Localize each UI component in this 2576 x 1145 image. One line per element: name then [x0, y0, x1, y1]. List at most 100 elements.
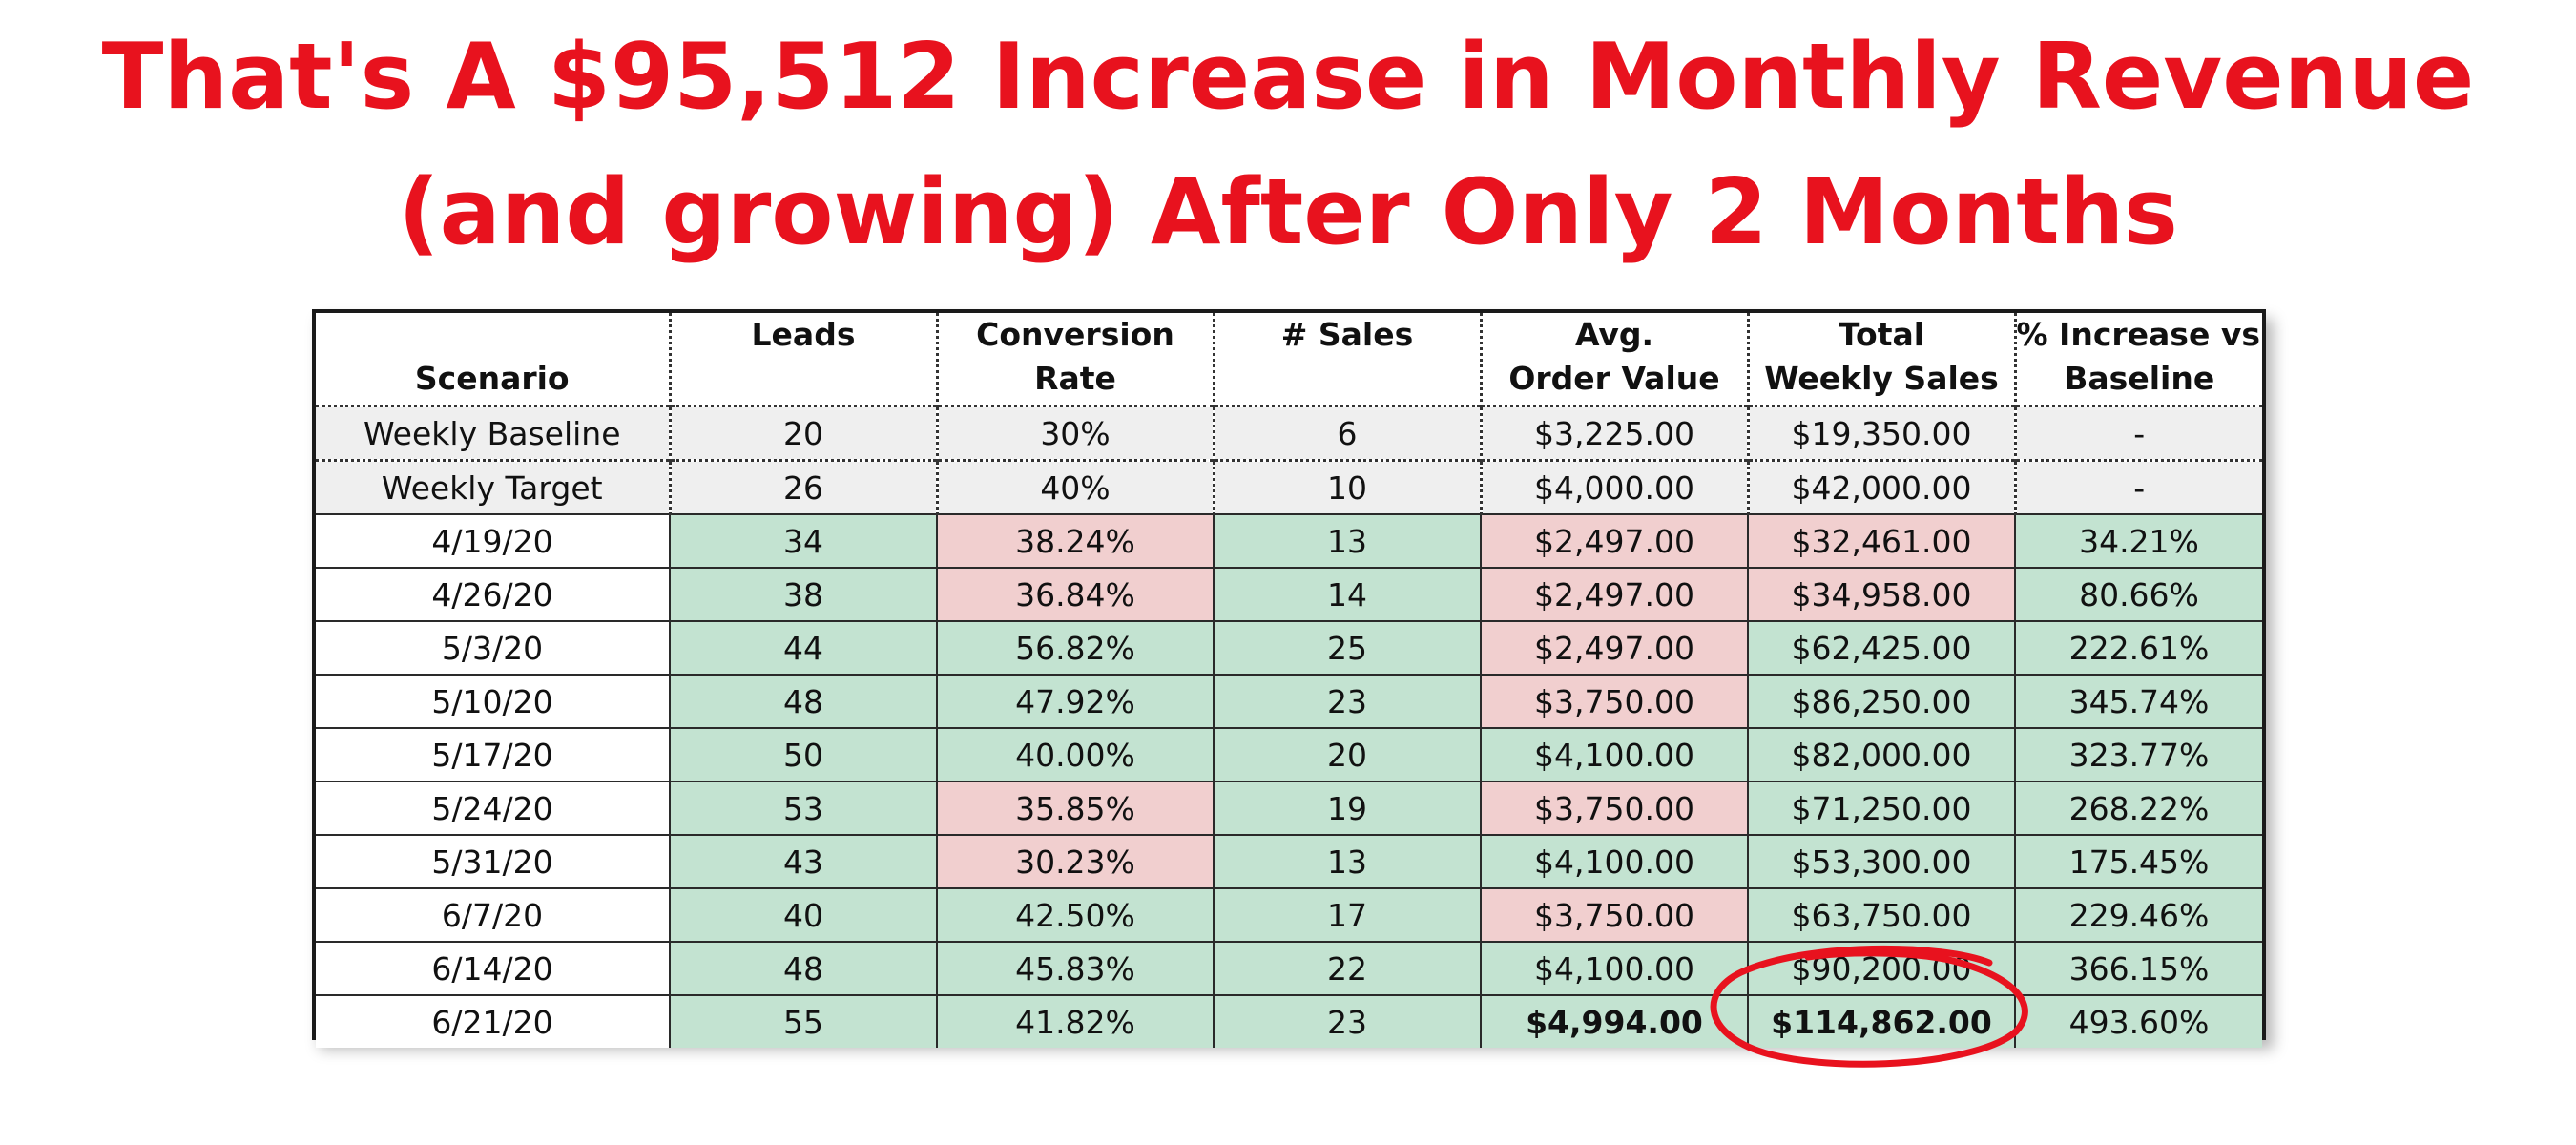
cell-sales: 25: [1213, 621, 1481, 675]
cell-total-weekly-sales: $71,250.00: [1747, 781, 2015, 835]
column-header-line-2: Baseline: [2064, 360, 2215, 397]
cell-leads: 20: [668, 406, 937, 461]
cell-scenario: 6/14/20: [316, 942, 670, 995]
cell-leads: 38: [669, 568, 937, 621]
cell-avg-order-value: $3,750.00: [1480, 675, 1748, 728]
cell-sales: 13: [1213, 835, 1481, 888]
column-header-line-1: Total: [1838, 316, 1925, 353]
cell-leads: 43: [669, 835, 937, 888]
table-body: Weekly Baseline 20 30% 6 $3,225.00 $19,350.00…: [316, 406, 2262, 1048]
table-row: 6/14/20 48 45.83% 22 $4,100.00 $90,200.00 366.…: [316, 942, 2262, 995]
cell-scenario: 5/3/20: [316, 621, 670, 675]
column-header-line-2: [673, 357, 936, 401]
column-header-line-2: Scenario: [414, 360, 570, 397]
cell-percent-increase: -: [2013, 406, 2262, 461]
cell-total-weekly-sales: $62,425.00: [1747, 621, 2015, 675]
cell-leads: 50: [669, 728, 937, 781]
cell-scenario: Weekly Target: [316, 460, 670, 514]
cell-avg-order-value: $3,750.00: [1480, 888, 1748, 942]
cell-scenario: 5/10/20: [316, 675, 670, 728]
cell-total-weekly-sales: $63,750.00: [1747, 888, 2015, 942]
cell-conversion-rate: 56.82%: [936, 621, 1214, 675]
cell-sales: 22: [1213, 942, 1481, 995]
column-header-line-1: % Increase vs.: [2016, 316, 2262, 353]
reference-row: Weekly Baseline 20 30% 6 $3,225.00 $19,350.00…: [316, 406, 2262, 461]
header-row: Scenario Leads Conversion Rate # Sales Avg. Or…: [316, 313, 2262, 406]
cell-avg-order-value: $3,225.00: [1479, 406, 1748, 461]
cell-total-weekly-sales: $32,461.00: [1747, 514, 2015, 568]
results-table: Scenario Leads Conversion Rate # Sales Avg. Or…: [316, 313, 2262, 1048]
cell-total-weekly-sales: $19,350.00: [1746, 406, 2015, 461]
column-header-percent-increase: % Increase vs. Baseline: [2013, 313, 2262, 406]
column-header-total-weekly-sales: Total Weekly Sales: [1746, 313, 2015, 406]
cell-sales: 19: [1213, 781, 1481, 835]
column-header-scenario: Scenario: [316, 313, 670, 406]
cell-scenario: 5/17/20: [316, 728, 670, 781]
headline-line-2: (and growing) After Only 2 Months: [398, 160, 2178, 265]
cell-scenario: 6/21/20: [316, 995, 670, 1048]
cell-percent-increase: 366.15%: [2014, 942, 2262, 995]
cell-scenario: 4/26/20: [316, 568, 670, 621]
table-row: 6/7/20 40 42.50% 17 $3,750.00 $63,750.00 229.4…: [316, 888, 2262, 942]
cell-sales: 10: [1212, 460, 1481, 514]
cell-total-weekly-sales: $42,000.00: [1746, 460, 2015, 514]
reference-row: Weekly Target 26 40% 10 $4,000.00 $42,000.00-: [316, 460, 2262, 514]
table-row: 6/21/20 55 41.82% 23 $4,994.00 $114,862.00 493…: [316, 995, 2262, 1048]
cell-percent-increase: 229.46%: [2014, 888, 2262, 942]
column-header-sales: # Sales: [1212, 313, 1481, 406]
cell-sales: 17: [1213, 888, 1481, 942]
cell-leads: 55: [669, 995, 937, 1048]
column-header-avg-order-value: Avg. Order Value: [1479, 313, 1748, 406]
table-row: 5/10/20 48 47.92% 23 $3,750.00 $86,250.00 345.…: [316, 675, 2262, 728]
cell-leads: 44: [669, 621, 937, 675]
cell-leads: 40: [669, 888, 937, 942]
cell-avg-order-value: $4,100.00: [1480, 835, 1748, 888]
cell-conversion-rate: 30%: [935, 406, 1214, 461]
cell-avg-order-value: $3,750.00: [1480, 781, 1748, 835]
cell-total-weekly-sales: $82,000.00: [1747, 728, 2015, 781]
headline: That's A $95,512 Increase in Monthly Rev…: [0, 10, 2576, 281]
cell-avg-order-value: $2,497.00: [1480, 568, 1748, 621]
cell-scenario: 5/24/20: [316, 781, 670, 835]
cell-avg-order-value: $4,000.00: [1479, 460, 1748, 514]
column-header-leads: Leads: [668, 313, 937, 406]
cell-conversion-rate: 40%: [935, 460, 1214, 514]
cell-total-weekly-sales: $34,958.00: [1747, 568, 2015, 621]
cell-avg-order-value: $4,994.00: [1480, 995, 1748, 1048]
headline-line-1: That's A $95,512 Increase in Monthly Rev…: [101, 25, 2475, 130]
cell-percent-increase: 34.21%: [2014, 514, 2262, 568]
cell-sales: 14: [1213, 568, 1481, 621]
table-row: 4/19/20 34 38.24% 13 $2,497.00 $32,461.00 34.2…: [316, 514, 2262, 568]
table-row: 4/26/20 38 36.84% 14 $2,497.00 $34,958.00 80.6…: [316, 568, 2262, 621]
cell-total-weekly-sales-highlighted: $114,862.00: [1747, 995, 2015, 1048]
column-header-line-1: Leads: [751, 316, 856, 353]
cell-percent-increase: 268.22%: [2014, 781, 2262, 835]
cell-total-weekly-sales: $86,250.00: [1747, 675, 2015, 728]
results-table-container: Scenario Leads Conversion Rate # Sales Avg. Or…: [312, 309, 2266, 1048]
table-row: 5/17/20 50 40.00% 20 $4,100.00 $82,000.00 323.…: [316, 728, 2262, 781]
column-header-line-2: Order Value: [1508, 360, 1720, 397]
table-row: 5/3/20 44 56.82% 25 $2,497.00 $62,425.00 222.6…: [316, 621, 2262, 675]
cell-total-weekly-sales: $90,200.00: [1747, 942, 2015, 995]
column-header-line-1: Conversion: [976, 316, 1174, 353]
cell-sales: 23: [1213, 675, 1481, 728]
cell-conversion-rate: 35.85%: [936, 781, 1214, 835]
column-header-line-2: Weekly Sales: [1764, 360, 1999, 397]
column-header-line-2: Rate: [1034, 360, 1116, 397]
cell-leads: 48: [669, 675, 937, 728]
cell-avg-order-value: $2,497.00: [1480, 621, 1748, 675]
table-row: 5/31/20 43 30.23% 13 $4,100.00 $53,300.00 175.…: [316, 835, 2262, 888]
cell-leads: 53: [669, 781, 937, 835]
column-header-conversion-rate: Conversion Rate: [935, 313, 1214, 406]
cell-percent-increase: 175.45%: [2014, 835, 2262, 888]
cell-total-weekly-sales: $53,300.00: [1747, 835, 2015, 888]
cell-sales: 13: [1213, 514, 1481, 568]
cell-sales: 6: [1212, 406, 1481, 461]
cell-scenario: 5/31/20: [316, 835, 670, 888]
cell-avg-order-value: $4,100.00: [1480, 728, 1748, 781]
cell-percent-increase: 345.74%: [2014, 675, 2262, 728]
cell-percent-increase: 222.61%: [2014, 621, 2262, 675]
table-row: 5/24/20 53 35.85% 19 $3,750.00 $71,250.00 268.…: [316, 781, 2262, 835]
cell-avg-order-value: $4,100.00: [1480, 942, 1748, 995]
cell-conversion-rate: 36.84%: [936, 568, 1214, 621]
